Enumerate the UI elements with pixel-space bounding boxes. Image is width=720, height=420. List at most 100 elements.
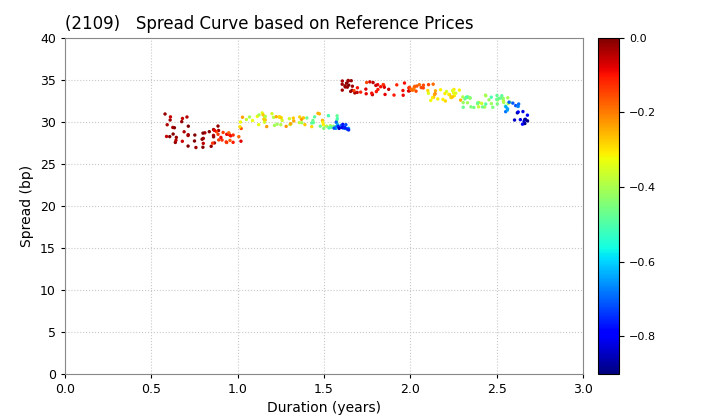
Point (403, 84, 415, 91)
Point (307, 117, 319, 124)
Point (317, 119, 328, 126)
Point (435, 87, 446, 93)
Point (209, 139, 220, 146)
Point (446, 94, 457, 101)
Point (213, 136, 225, 143)
Point (345, 88, 356, 95)
Point (164, 117, 176, 123)
Point (513, 101, 524, 108)
Point (512, 103, 523, 110)
Point (221, 131, 233, 138)
Point (349, 89, 361, 96)
Point (446, 94, 458, 100)
Point (294, 119, 305, 126)
Point (340, 121, 351, 128)
Point (260, 113, 271, 120)
Point (500, 108, 511, 115)
Point (519, 116, 531, 123)
Point (377, 81, 389, 88)
Point (161, 133, 172, 140)
Point (285, 121, 297, 127)
Point (457, 104, 469, 110)
Point (465, 103, 477, 110)
Point (464, 94, 476, 101)
Point (336, 87, 348, 94)
Point (366, 90, 377, 97)
Point (258, 114, 270, 121)
Point (339, 82, 351, 89)
Point (340, 125, 351, 132)
Point (307, 119, 319, 126)
Point (430, 87, 441, 94)
Point (223, 129, 235, 136)
Point (473, 99, 485, 106)
Point (445, 94, 456, 101)
Point (477, 104, 488, 110)
Point (258, 119, 270, 126)
Point (510, 102, 521, 109)
Point (266, 110, 278, 117)
Point (287, 115, 299, 121)
Point (190, 144, 202, 151)
Point (343, 82, 354, 89)
Point (411, 83, 423, 89)
Point (208, 132, 220, 139)
Point (428, 81, 439, 87)
Point (337, 121, 348, 128)
Point (274, 114, 285, 121)
Point (199, 129, 211, 136)
Point (318, 121, 329, 128)
Point (339, 124, 351, 131)
Point (228, 132, 239, 139)
Point (338, 124, 350, 131)
Point (342, 126, 354, 133)
Point (212, 123, 224, 129)
Point (336, 122, 347, 129)
Point (209, 127, 220, 134)
Point (247, 117, 258, 124)
Point (330, 123, 342, 130)
Point (261, 123, 272, 130)
Point (294, 114, 305, 121)
Point (461, 94, 472, 101)
Point (235, 119, 246, 126)
Point (498, 97, 509, 104)
Point (455, 97, 467, 103)
Point (448, 89, 459, 96)
Point (522, 118, 534, 124)
Point (408, 84, 420, 91)
Point (512, 110, 523, 116)
Point (224, 137, 235, 144)
Point (397, 92, 409, 99)
Point (336, 81, 348, 88)
Point (346, 77, 357, 84)
Point (253, 121, 264, 128)
Point (432, 96, 444, 102)
Point (405, 86, 417, 93)
Point (502, 107, 513, 113)
Point (492, 100, 503, 107)
Point (215, 134, 227, 141)
Point (197, 140, 209, 147)
Point (355, 89, 366, 95)
Point (418, 82, 429, 89)
Point (342, 126, 354, 132)
Point (379, 84, 390, 91)
Point (312, 110, 324, 117)
Point (409, 83, 420, 89)
Point (176, 115, 188, 122)
Point (405, 86, 416, 92)
Point (330, 119, 342, 126)
Point (378, 82, 390, 89)
Point (167, 131, 179, 137)
Point (328, 123, 339, 130)
Point (331, 120, 343, 127)
Point (338, 125, 349, 131)
Point (182, 132, 194, 139)
Point (321, 123, 333, 129)
Point (168, 124, 180, 131)
Point (284, 121, 296, 128)
Point (323, 125, 335, 131)
Point (274, 113, 285, 120)
Point (331, 116, 343, 122)
